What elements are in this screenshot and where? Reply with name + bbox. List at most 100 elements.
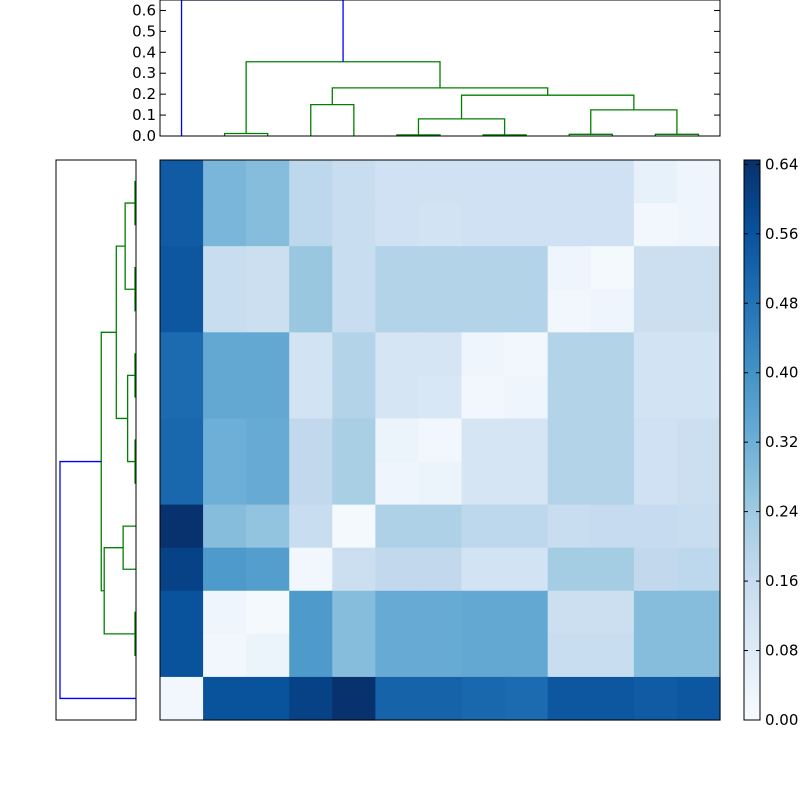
heatmap-cell: [203, 633, 247, 678]
heatmap-cell: [332, 676, 376, 721]
heatmap-cell: [418, 332, 463, 376]
heatmap-cell: [633, 203, 678, 247]
heatmap-cell: [461, 375, 506, 420]
heatmap-cell: [547, 418, 592, 463]
heatmap-cell: [203, 547, 247, 592]
heatmap-cell: [160, 676, 204, 721]
heatmap-cell: [590, 504, 635, 549]
heatmap-cell: [160, 590, 204, 635]
heatmap-cell: [590, 203, 635, 247]
heatmap-cell: [590, 547, 635, 592]
y-tick-label: 0.5: [132, 22, 156, 40]
heatmap-cell: [375, 461, 420, 506]
heatmap-cell: [289, 633, 333, 678]
dendrogram-link: [122, 525, 136, 570]
heatmap-cell: [418, 633, 463, 678]
colorbar-tick-label: 0.48: [765, 294, 798, 312]
heatmap-cell: [676, 160, 721, 204]
colorbar-tick-label: 0.24: [765, 503, 798, 521]
colorbar-tick-label: 0.56: [765, 225, 798, 243]
heatmap-cell: [418, 418, 463, 463]
heatmap-cell: [203, 504, 247, 549]
heatmap-cell: [332, 160, 376, 204]
heatmap-cell: [203, 418, 247, 463]
heatmap-cell: [547, 246, 592, 290]
heatmap-cell: [676, 289, 721, 333]
heatmap-cell: [332, 504, 376, 549]
heatmap-cell: [203, 246, 247, 290]
heatmap-cell: [461, 332, 506, 376]
heatmap-cell: [289, 203, 333, 247]
heatmap-cell: [590, 246, 635, 290]
heatmap-cell: [375, 246, 420, 290]
heatmap-cell: [590, 676, 635, 721]
heatmap-cell: [461, 160, 506, 204]
heatmap-cell: [332, 289, 376, 333]
heatmap-cell: [461, 676, 506, 721]
heatmap-cell: [332, 332, 376, 376]
heatmap-cell: [332, 461, 376, 506]
heatmap-cell: [590, 332, 635, 376]
colorbar: 0.00 0.08 0.16 0.24 0.32 0.40 0.48 0.56 0.64: [743, 155, 798, 729]
heatmap-cell: [676, 332, 721, 376]
heatmap-cell: [633, 418, 678, 463]
heatmap-cell: [418, 676, 463, 721]
heatmap-cell: [676, 590, 721, 635]
heatmap-cell: [375, 332, 420, 376]
top-dendrogram-frame: [159, 0, 721, 137]
heatmap-cell: [203, 461, 247, 506]
heatmap-cell: [633, 461, 678, 506]
heatmap-cell: [203, 590, 247, 635]
colorbar-tick-label: 0.40: [765, 364, 798, 382]
heatmap-cell: [418, 246, 463, 290]
heatmap-cell: [375, 547, 420, 592]
heatmap-cell: [633, 160, 678, 204]
heatmap-cell: [203, 289, 247, 333]
heatmap-cell: [547, 289, 592, 333]
heatmap-cell: [633, 547, 678, 592]
heatmap-cell: [461, 246, 506, 290]
left-dendrogram-links: [59, 180, 136, 700]
heatmap-cell: [633, 633, 678, 678]
heatmap-cell: [461, 504, 506, 549]
heatmap-cell: [246, 375, 290, 420]
y-tick-label: 0.4: [132, 43, 156, 61]
left-dendrogram: [55, 159, 137, 721]
heatmap-cell: [246, 590, 290, 635]
heatmap-cell: [203, 160, 247, 204]
heatmap-cell: [461, 418, 506, 463]
dendrogram-link: [124, 202, 135, 290]
heatmap-cell: [246, 676, 290, 721]
heatmap-cell: [547, 203, 592, 247]
heatmap-cell: [461, 461, 506, 506]
heatmap-cell: [504, 633, 549, 678]
heatmap-cell: [676, 418, 721, 463]
heatmap-cell: [332, 590, 376, 635]
heatmap-cell: [418, 547, 463, 592]
heatmap-cell: [676, 504, 721, 549]
y-tick-label: 0.3: [132, 64, 156, 82]
heatmap-cell: [504, 547, 549, 592]
heatmap-cell: [332, 418, 376, 463]
heatmap-cell: [418, 590, 463, 635]
heatmap-cell: [375, 590, 420, 635]
top-dendrogram-links: [180, 0, 700, 136]
heatmap-cell: [160, 246, 204, 290]
heatmap-cell: [547, 633, 592, 678]
heatmap-cell: [676, 676, 721, 721]
dendrogram-link: [590, 109, 678, 135]
heatmap-cell: [590, 590, 635, 635]
heatmap-cell: [246, 418, 290, 463]
heatmap-cell: [160, 375, 204, 420]
heatmap-frame: [159, 159, 721, 721]
heatmap-cell: [160, 418, 204, 463]
heatmap-cell: [375, 203, 420, 247]
heatmap-cell: [633, 504, 678, 549]
heatmap-cell: [332, 246, 376, 290]
y-tick-label: 0.0: [132, 127, 156, 145]
dendrogram-link: [100, 331, 117, 592]
top-dendrogram-y-axis: 0.0 0.1 0.2 0.3 0.4 0.5 0.6: [132, 1, 720, 145]
heatmap-cell: [332, 203, 376, 247]
heatmap: [159, 159, 721, 721]
